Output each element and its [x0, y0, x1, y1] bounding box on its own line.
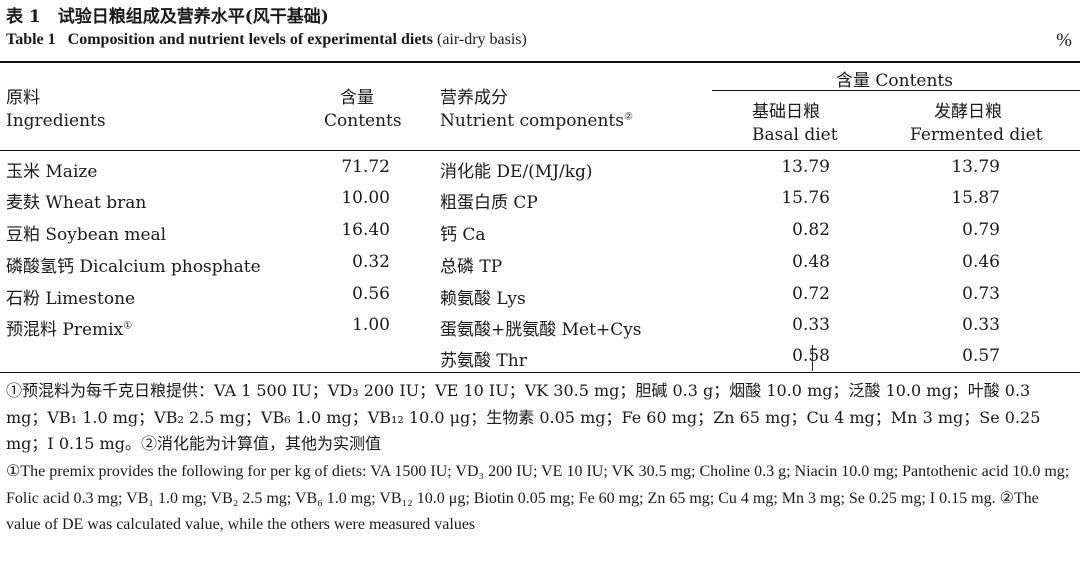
ingredient-text: 预混料 Premix — [6, 320, 124, 340]
table-caption-en: Table 1 Composition and nutrient levels … — [6, 31, 527, 49]
header-nutrient-cn: 营养成分 — [440, 88, 508, 108]
nutrient-cell: 苏氨酸 Thr — [440, 351, 527, 371]
fermented-value-cell: 0.79 — [962, 220, 1000, 240]
header-group-contents: 含量 Contents — [836, 71, 953, 91]
nutrient-cell: 粗蛋白质 CP — [440, 193, 538, 213]
basal-value-cell: 0.33 — [792, 315, 830, 335]
group-rule — [712, 90, 1080, 91]
fermented-value-cell: 15.87 — [951, 188, 1000, 208]
ingredient-note: ① — [123, 320, 133, 332]
nutrient-cell: 蛋氨酸+胱氨酸 Met+Cys — [440, 320, 642, 340]
content-cell: 0.56 — [352, 284, 390, 304]
nutrient-cell: 消化能 DE/(MJ/kg) — [440, 162, 593, 182]
fermented-value-cell: 0.46 — [962, 252, 1000, 272]
content-cell: 10.00 — [341, 188, 390, 208]
basal-value-cell: 0.72 — [792, 284, 830, 304]
header-rule — [0, 150, 1080, 151]
basal-value-cell: 0.58 — [700, 346, 830, 366]
nutrient-cell: 钙 Ca — [440, 225, 486, 245]
header-fermented-cn: 发酵日粮 — [934, 102, 1002, 122]
header-nutrient-note: ② — [623, 111, 633, 123]
fermented-value-cell: 0.73 — [962, 284, 1000, 304]
ingredient-cell: 磷酸氢钙 Dicalcium phosphate — [6, 257, 261, 277]
footnote-cn: ①预混料为每千克日粮提供：VA 1 500 IU；VD₃ 200 IU；VE 1… — [6, 381, 1041, 453]
ingredient-cell: 玉米 Maize — [6, 162, 98, 182]
ingredient-cell: 麦麸 Wheat bran — [6, 193, 147, 213]
table-caption-cn: 表 1 试验日粮组成及营养水平(风干基础) — [6, 7, 329, 27]
nutrient-cell: 赖氨酸 Lys — [440, 289, 526, 309]
content-cell: 0.32 — [352, 252, 390, 272]
header-contents-cn: 含量 — [340, 88, 374, 108]
header-basal-cn: 基础日粮 — [752, 102, 820, 122]
unit-label: % — [1056, 30, 1072, 51]
content-cell: 16.40 — [341, 220, 390, 240]
table-basis: (air-dry basis) — [436, 31, 527, 48]
ingredient-cell: 石粉 Limestone — [6, 289, 136, 309]
table-label: Table 1 — [6, 31, 56, 48]
table-title: Composition and nutrient levels of exper… — [67, 31, 433, 48]
header-nutrient-en: Nutrient components② — [440, 111, 633, 131]
fermented-value-cell: 0.57 — [962, 346, 1000, 366]
header-ingredients-en: Ingredients — [6, 111, 106, 131]
fermented-value-cell: 13.79 — [951, 157, 1000, 177]
ingredient-cell: 预混料 Premix① — [6, 315, 132, 340]
header-basal-en: Basal diet — [752, 125, 838, 145]
basal-value-cell: 13.79 — [781, 157, 830, 177]
bottom-rule — [0, 372, 1080, 373]
basal-value-cell: 0.48 — [792, 252, 830, 272]
header-nutrient-en-text: Nutrient components — [440, 111, 624, 131]
top-rule — [0, 61, 1080, 63]
header-ingredients-cn: 原料 — [6, 88, 40, 108]
header-fermented-en: Fermented diet — [910, 125, 1043, 145]
content-cell: 1.00 — [352, 315, 390, 335]
content-cell: 71.72 — [341, 157, 390, 177]
basal-value-cell: 15.76 — [781, 188, 830, 208]
header-contents-en: Contents — [324, 111, 402, 131]
text-cursor — [812, 345, 813, 371]
basal-value-cell: 0.82 — [792, 220, 830, 240]
nutrient-cell: 总磷 TP — [440, 257, 503, 277]
ingredient-cell: 豆粕 Soybean meal — [6, 225, 167, 245]
footnote-en: ①The premix provides the following for p… — [6, 463, 1070, 533]
fermented-value-cell: 0.33 — [962, 315, 1000, 335]
